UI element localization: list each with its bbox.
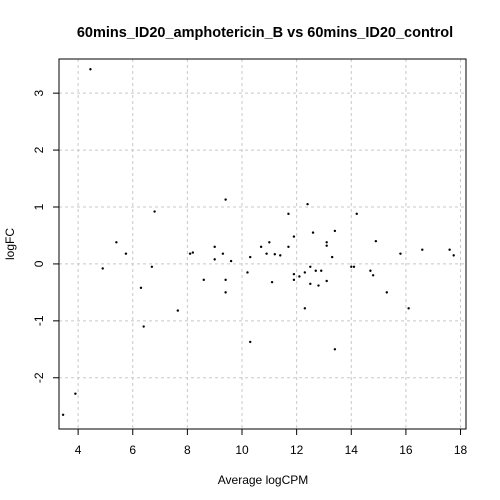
data-point: [304, 307, 306, 309]
data-point: [287, 213, 289, 215]
data-point: [279, 254, 281, 256]
y-tick-label: -2: [32, 372, 46, 383]
plot-frame: [59, 59, 466, 429]
x-tick-label: 4: [75, 443, 82, 457]
data-point: [222, 252, 224, 254]
data-point: [213, 246, 215, 248]
data-point: [192, 251, 194, 253]
data-point: [293, 273, 295, 275]
y-tick-label: 1: [32, 203, 46, 210]
x-tick-label: 8: [184, 443, 191, 457]
data-point: [350, 266, 352, 268]
data-point: [325, 280, 327, 282]
data-point: [353, 266, 355, 268]
data-point: [224, 291, 226, 293]
data-point: [151, 266, 153, 268]
data-point: [448, 248, 450, 250]
x-tick-label: 6: [129, 443, 136, 457]
data-point: [62, 414, 64, 416]
data-point: [304, 271, 306, 273]
data-point: [293, 279, 295, 281]
data-point: [325, 245, 327, 247]
data-point: [334, 348, 336, 350]
y-tick-label: 3: [32, 89, 46, 96]
data-point: [249, 256, 251, 258]
data-point: [230, 260, 232, 262]
data-point: [298, 275, 300, 277]
data-point: [265, 252, 267, 254]
data-point: [312, 231, 314, 233]
data-point: [89, 68, 91, 70]
data-point: [293, 235, 295, 237]
data-point: [260, 246, 262, 248]
data-point: [102, 267, 104, 269]
data-point: [177, 309, 179, 311]
data-point: [189, 252, 191, 254]
data-point: [115, 241, 117, 243]
x-axis-label: Average logCPM: [218, 473, 309, 487]
data-point: [140, 287, 142, 289]
x-tick-label: 14: [345, 443, 359, 457]
data-point: [369, 270, 371, 272]
data-point: [153, 210, 155, 212]
data-point: [325, 241, 327, 243]
x-tick-label: 18: [454, 443, 468, 457]
data-point: [213, 258, 215, 260]
data-point: [287, 246, 289, 248]
y-tick-label: -1: [32, 315, 46, 326]
data-point: [399, 252, 401, 254]
data-point: [249, 341, 251, 343]
x-tick-label: 16: [399, 443, 413, 457]
data-point: [306, 203, 308, 205]
data-point: [453, 254, 455, 256]
data-point: [142, 325, 144, 327]
data-point: [224, 279, 226, 281]
data-point: [74, 393, 76, 395]
data-point: [331, 256, 333, 258]
data-point: [317, 284, 319, 286]
data-point: [125, 252, 127, 254]
data-point: [309, 266, 311, 268]
data-point: [224, 198, 226, 200]
data-point: [375, 240, 377, 242]
x-tick-label: 12: [290, 443, 304, 457]
data-point: [274, 253, 276, 255]
data-point: [334, 230, 336, 232]
data-point: [309, 283, 311, 285]
y-tick-label: 0: [32, 260, 46, 267]
x-tick-label: 10: [235, 443, 249, 457]
y-tick-label: 2: [32, 146, 46, 153]
data-point: [315, 270, 317, 272]
data-points: [62, 68, 455, 416]
data-point: [320, 270, 322, 272]
y-axis-label: logFC: [3, 228, 17, 260]
data-point: [386, 291, 388, 293]
data-point: [246, 271, 248, 273]
data-point: [372, 274, 374, 276]
data-point: [203, 279, 205, 281]
data-point: [421, 248, 423, 250]
data-point: [271, 281, 273, 283]
grid: [59, 59, 466, 429]
data-point: [356, 213, 358, 215]
chart-title: 60mins_ID20_amphotericin_B vs 60mins_ID2…: [77, 25, 453, 41]
data-point: [407, 307, 409, 309]
data-point: [268, 241, 270, 243]
